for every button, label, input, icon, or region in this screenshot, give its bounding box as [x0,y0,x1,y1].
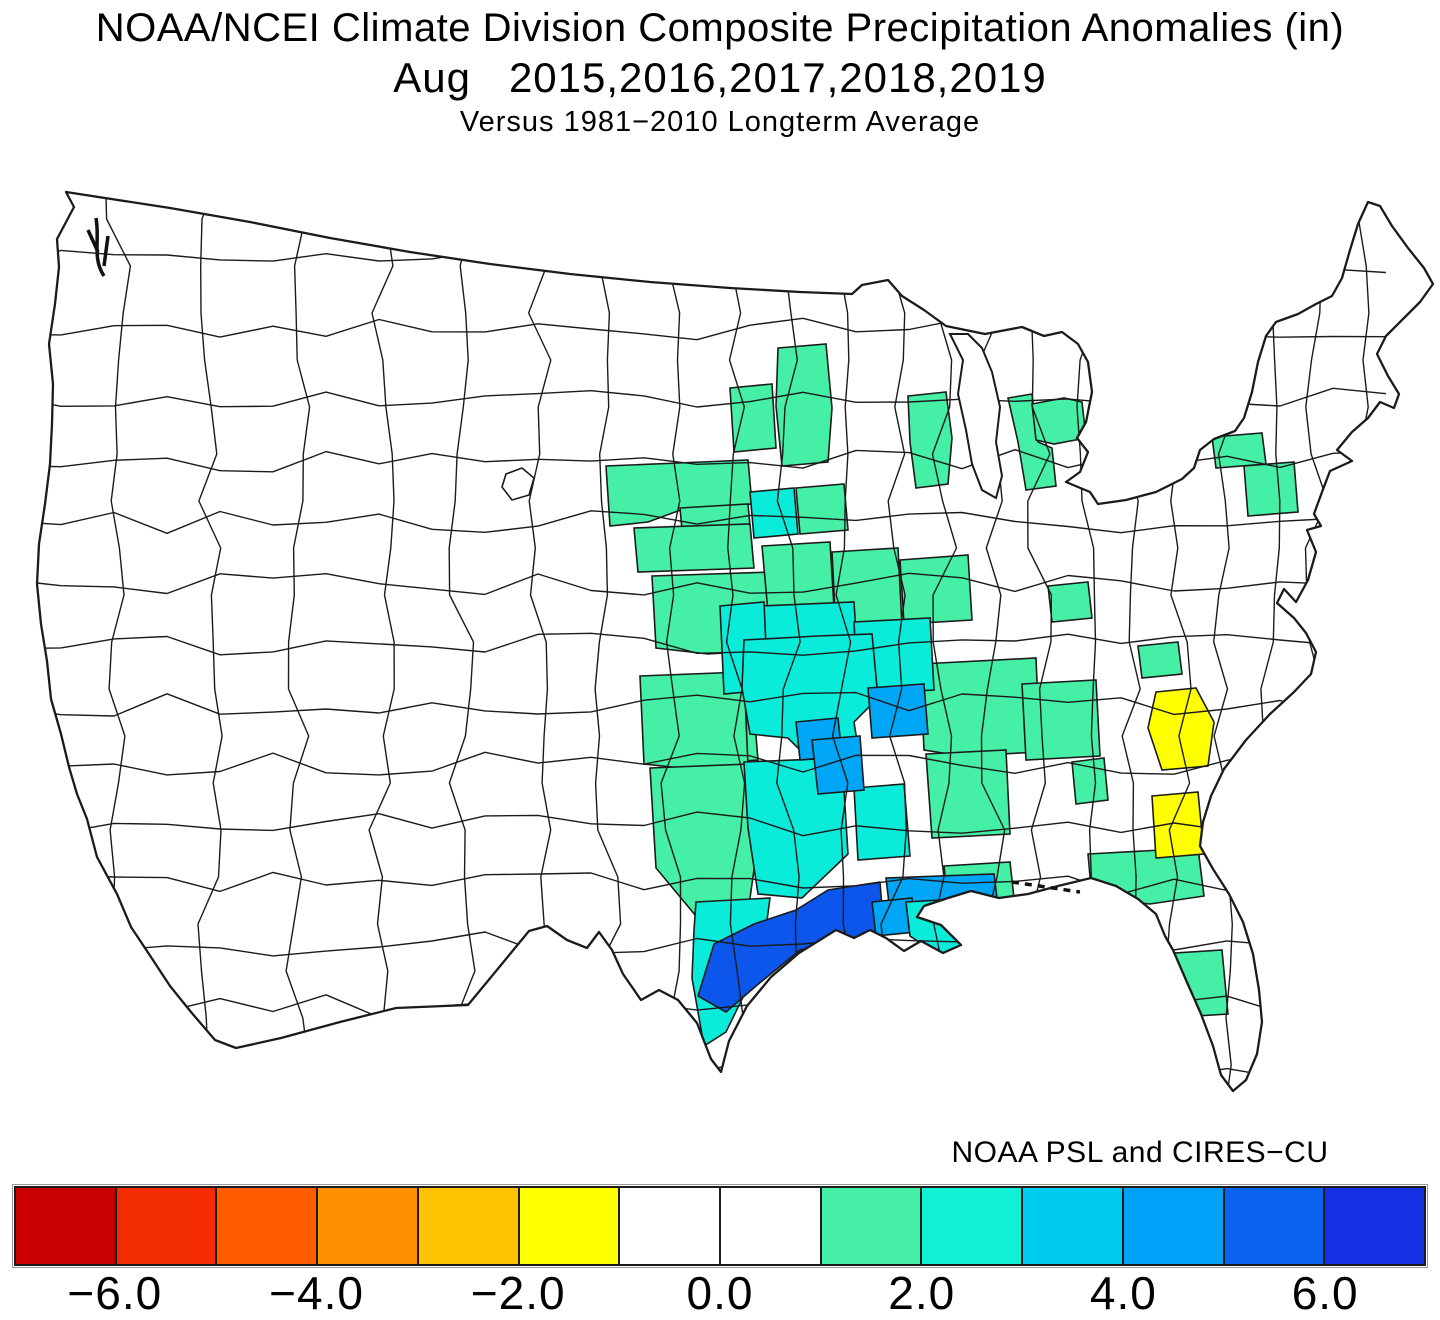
map-region-arkansas-northeast [867,683,929,739]
colorbar-segment-10 [922,1188,1024,1264]
map-region-iowa-west [795,483,849,535]
map-region-iowa-omaha-spot [749,487,799,539]
map-region-mississippi-alabama-north [1021,679,1101,761]
colorbar-segment-6 [519,1188,621,1264]
division-boundary-line [285,192,311,1091]
division-boundary-line [37,1053,1387,1079]
colorbar-tick-label: 6.0 [1291,1267,1359,1319]
great-salt-lake [501,467,535,501]
colorbar-segment-9 [821,1188,923,1264]
map-region-minnesota-strip-west [729,383,777,453]
page-subtitle-years: Aug 2015,2016,2017,2018,2019 [393,54,1047,101]
map-region-kansas-central [633,523,755,573]
map-region-arkansas-central [811,735,865,795]
colorbar-segment-1 [16,1188,117,1264]
gulf-barrier-islands [1011,880,1081,894]
division-boundary-line [37,691,1387,717]
page-title: NOAA/NCEI Climate Division Composite Pre… [95,6,1345,50]
colorbar-segment-4 [318,1188,419,1264]
colorbar-tick-label: 4.0 [1089,1267,1157,1319]
credit-text: NOAA PSL and CIRES−CU [951,1136,1329,1169]
colorbar-segment-11 [1023,1188,1124,1264]
division-boundary-line [37,572,1387,596]
puget-sound [86,217,110,277]
lake-michigan [948,333,1004,500]
division-boundary-line [37,811,1387,837]
division-boundary-line [368,192,396,1091]
colorbar-tick-label: 0.0 [686,1267,754,1319]
map-region-wisconsin-central [907,391,953,489]
colorbar-segment-14 [1325,1188,1425,1264]
map-region-tennessee-east [1137,641,1183,679]
division-boundary-line [196,192,223,1091]
division-boundary-line [448,192,476,1091]
map-region-louisiana-northeast [925,749,1011,839]
colorbar-segment-3 [217,1188,319,1264]
colorbar-tick-label: 2.0 [888,1267,956,1319]
colorbar-segment-2 [116,1188,218,1264]
map-region-missouri-northwest [761,541,835,613]
colorbar-segment-5 [418,1188,520,1264]
colorbar-segment-13 [1224,1188,1326,1264]
map-region-minnesota-strip-east [775,343,833,467]
colorbar-tick-label: −2.0 [470,1267,566,1319]
colorbar-segment-12 [1123,1188,1225,1264]
colorbar-tick-label: −6.0 [67,1267,163,1319]
division-boundary-line [660,192,684,1091]
division-boundary-line [37,871,1387,895]
division-boundary-line [37,632,1387,656]
page-subtitle-baseline: Versus 1981−2010 Longterm Average [459,106,981,138]
us-border-outline [35,190,1435,1093]
colorbar-segment-7 [620,1188,722,1264]
colorbar-tick-label: −4.0 [269,1267,364,1319]
map-region-kentucky-central [1047,581,1093,623]
map-region-louisiana-delta [905,897,977,957]
map-region-pennsylvania-east [1243,461,1299,517]
map-region-louisiana-inland [853,783,911,861]
division-boundary-line [37,751,1387,776]
division-boundary-line [37,510,1387,534]
map-region-florida-north [1087,847,1205,905]
colorbar-legend [14,1186,1426,1266]
colorbar-segment-8 [721,1188,822,1264]
